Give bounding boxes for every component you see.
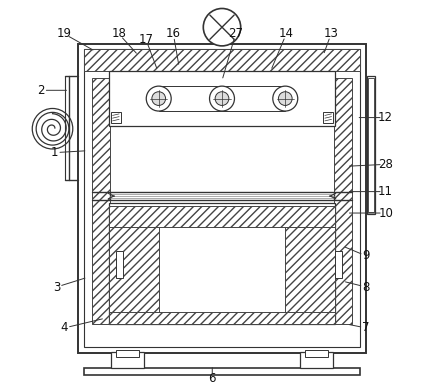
Bar	[83, 49, 361, 71]
Text: 8: 8	[362, 281, 370, 294]
Text: 2: 2	[37, 84, 44, 97]
Bar	[111, 111, 121, 123]
Bar	[335, 251, 342, 278]
Circle shape	[273, 86, 298, 111]
Text: 4: 4	[60, 321, 68, 334]
Bar	[92, 78, 110, 324]
Text: 14: 14	[279, 27, 294, 40]
Bar	[367, 76, 375, 214]
Text: 12: 12	[378, 111, 393, 124]
Text: 11: 11	[378, 185, 393, 198]
Text: 13: 13	[324, 27, 338, 40]
Text: 3: 3	[53, 281, 60, 294]
Text: 28: 28	[378, 158, 393, 171]
Bar	[115, 350, 139, 357]
Text: 18: 18	[111, 27, 126, 40]
Bar	[109, 71, 335, 126]
Bar	[323, 111, 333, 123]
Text: 6: 6	[209, 372, 216, 385]
Bar	[109, 203, 335, 324]
Bar	[285, 227, 335, 314]
Circle shape	[210, 86, 234, 111]
Bar	[300, 352, 333, 368]
Bar	[78, 43, 366, 353]
Bar	[83, 368, 361, 375]
Circle shape	[278, 92, 292, 106]
Bar	[110, 192, 334, 200]
Circle shape	[203, 9, 241, 46]
Text: 27: 27	[228, 27, 243, 40]
Text: 17: 17	[139, 33, 154, 46]
Bar	[109, 206, 335, 227]
Text: 10: 10	[378, 206, 393, 219]
Text: 9: 9	[362, 249, 370, 262]
Text: 1: 1	[51, 146, 58, 159]
Circle shape	[152, 92, 166, 106]
Bar	[83, 49, 361, 348]
Circle shape	[146, 86, 171, 111]
Bar	[334, 78, 352, 324]
Bar	[109, 312, 335, 324]
Bar	[116, 251, 123, 278]
Bar	[111, 352, 144, 368]
Text: 16: 16	[166, 27, 181, 40]
Bar	[109, 227, 159, 314]
Bar	[368, 78, 373, 212]
Bar	[305, 350, 329, 357]
Circle shape	[215, 92, 229, 106]
Text: 19: 19	[57, 27, 72, 40]
Text: 7: 7	[362, 321, 370, 334]
